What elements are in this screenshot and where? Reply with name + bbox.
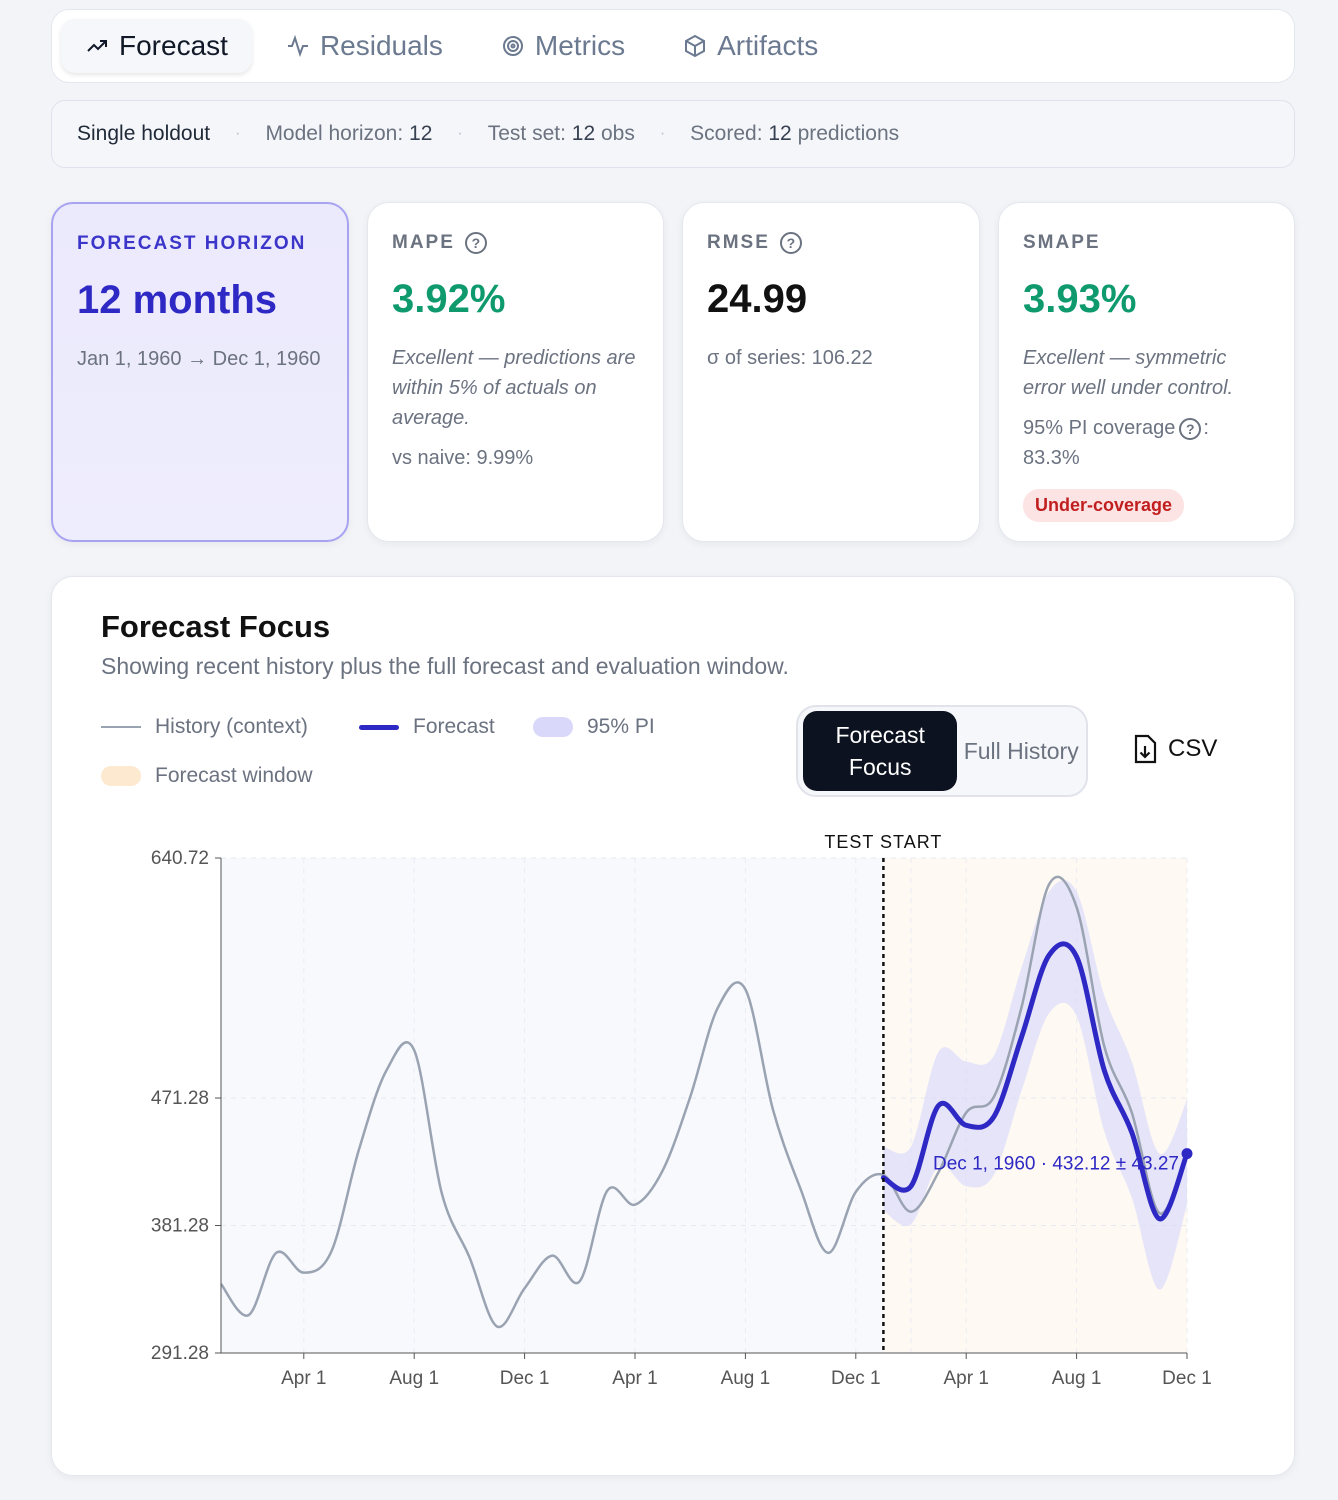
x-tick-label: Apr 1: [943, 1368, 988, 1389]
test-set-value: 12: [571, 122, 596, 145]
tab-residuals[interactable]: Residuals: [262, 19, 467, 73]
test-start-label: TEST START: [824, 832, 942, 852]
x-tick-label: Dec 1: [831, 1368, 881, 1389]
help-icon[interactable]: ?: [779, 232, 802, 254]
forecast-focus-toggle[interactable]: Forecast Focus: [803, 711, 958, 791]
tab-label: Artifacts: [717, 30, 819, 61]
card-label-row: MAPE ?: [392, 231, 639, 255]
panel-subtitle: Showing recent history plus the full for…: [101, 653, 789, 679]
forecast-end-point: [1181, 1148, 1193, 1160]
forecast-swatch: [359, 724, 399, 730]
pi-coverage-colon: :: [1203, 417, 1209, 439]
card-value: 3.92%: [392, 277, 506, 321]
tab-forecast[interactable]: Forecast: [61, 19, 252, 73]
legend-label: 95% PI: [587, 715, 655, 738]
scored-label: Scored:: [690, 122, 763, 145]
tab-label: Forecast: [119, 30, 228, 61]
activity-icon: [287, 34, 308, 58]
scored-value: 12: [768, 122, 792, 145]
smape-card: SMAPE 3.93% Excellent — symmetric error …: [998, 202, 1295, 542]
file-download-icon: [1134, 734, 1157, 764]
history-swatch: [101, 726, 141, 728]
legend-label: Forecast window: [155, 764, 313, 787]
forecast-chart: TEST START 640.72 471.28 381.28 291.28 Apr 1 A…: [151, 832, 1212, 1389]
target-icon: [502, 36, 523, 56]
window-swatch: [101, 766, 141, 786]
x-tick-label: Dec 1: [500, 1368, 550, 1389]
model-horizon-label: Model horizon:: [265, 122, 404, 145]
history-line: [219, 875, 1189, 1329]
y-tick-label: 291.28: [151, 1343, 209, 1364]
pi-coverage: 95% PI coverage?: 83.3%: [1023, 413, 1270, 473]
help-icon[interactable]: ?: [1179, 417, 1202, 440]
panel-title: Forecast Focus: [101, 609, 331, 644]
status-badge: Under-coverage: [1023, 489, 1185, 522]
tab-artifacts[interactable]: Artifacts: [659, 19, 842, 73]
tab-metrics[interactable]: Metrics: [477, 19, 649, 73]
legend-pi: 95% PI: [533, 715, 655, 739]
pi-band: [883, 880, 1187, 1290]
y-tick-label: 471.28: [151, 1088, 209, 1109]
card-value: 12 months: [77, 278, 278, 322]
help-icon[interactable]: ?: [464, 232, 487, 254]
pi-coverage-value: 83.3%: [1023, 447, 1080, 469]
rmse-card: RMSE ? 24.99 σ of series: 106.22: [682, 202, 980, 542]
x-tick-label: Aug 1: [721, 1368, 771, 1389]
evaluation-mode: Single holdout: [77, 122, 211, 145]
x-tick-label: Aug 1: [389, 1368, 439, 1389]
series-sigma: σ of series: 106.22: [707, 347, 873, 369]
y-tick-label: 640.72: [151, 848, 209, 869]
forecast-horizon-card: FORECAST HORIZON 12 months Jan 1, 1960 →…: [51, 202, 349, 542]
naive-comparison: vs naive: 9.99%: [392, 447, 534, 469]
full-history-toggle[interactable]: Full History: [963, 738, 1079, 764]
card-note: Excellent — symmetric error well under c…: [1023, 347, 1234, 399]
legend-label: Forecast: [413, 715, 495, 738]
mape-card: MAPE ? 3.92% Excellent — predictions are…: [367, 202, 664, 542]
x-tick-label: Dec 1: [1162, 1368, 1212, 1389]
card-value: 24.99: [707, 277, 808, 321]
separator: ·: [659, 125, 666, 142]
card-label: RMSE: [707, 232, 770, 253]
legend-forecast: Forecast: [359, 715, 495, 739]
card-value: 3.93%: [1023, 277, 1137, 321]
csv-label: CSV: [1168, 735, 1218, 762]
card-note: Excellent — predictions are within 5% of…: [392, 347, 636, 429]
pi-swatch: [533, 717, 573, 737]
x-tick-label: Aug 1: [1052, 1368, 1102, 1389]
x-tick-label: Apr 1: [612, 1368, 657, 1389]
x-tick-label: Apr 1: [281, 1368, 326, 1389]
forecast-annotation: Dec 1, 1960 · 432.12 ± 43.27: [933, 1154, 1179, 1175]
card-label: SMAPE: [1023, 232, 1101, 253]
separator: ·: [235, 125, 241, 142]
test-set-label: Test set:: [487, 122, 566, 145]
tab-bar: Forecast Residuals Metrics Artifacts: [51, 9, 1295, 83]
horizon-range: Jan 1, 1960 → Dec 1, 1960: [77, 348, 321, 370]
y-tick-label: 381.28: [151, 1216, 209, 1237]
history-region: [221, 858, 884, 1353]
separator: ·: [457, 125, 463, 142]
trending-up-icon: [87, 40, 107, 52]
legend-label: History (context): [155, 715, 308, 738]
evaluation-info-bar: Single holdout · Model horizon: 12 · Tes…: [51, 100, 1295, 168]
forecast-focus-panel: Forecast Focus Showing recent history pl…: [51, 576, 1295, 1476]
tab-label: Metrics: [534, 30, 626, 61]
scored-unit: predictions: [797, 122, 900, 145]
pi-coverage-label: 95% PI coverage: [1023, 417, 1176, 439]
csv-download-button[interactable]: CSV: [1132, 734, 1217, 764]
card-label: FORECAST HORIZON: [77, 233, 307, 254]
tab-label: Residuals: [319, 30, 443, 61]
package-icon: [685, 34, 706, 58]
card-label-row: RMSE ?: [707, 231, 955, 255]
view-toggle: Forecast Focus Full History: [796, 705, 1088, 797]
model-horizon-value: 12: [409, 122, 433, 145]
legend-forecast-window: Forecast window: [101, 764, 313, 788]
test-set-unit: obs: [600, 122, 635, 145]
legend-history: History (context): [101, 715, 308, 739]
forecast-line: [880, 941, 1190, 1222]
card-label: MAPE: [392, 232, 455, 253]
